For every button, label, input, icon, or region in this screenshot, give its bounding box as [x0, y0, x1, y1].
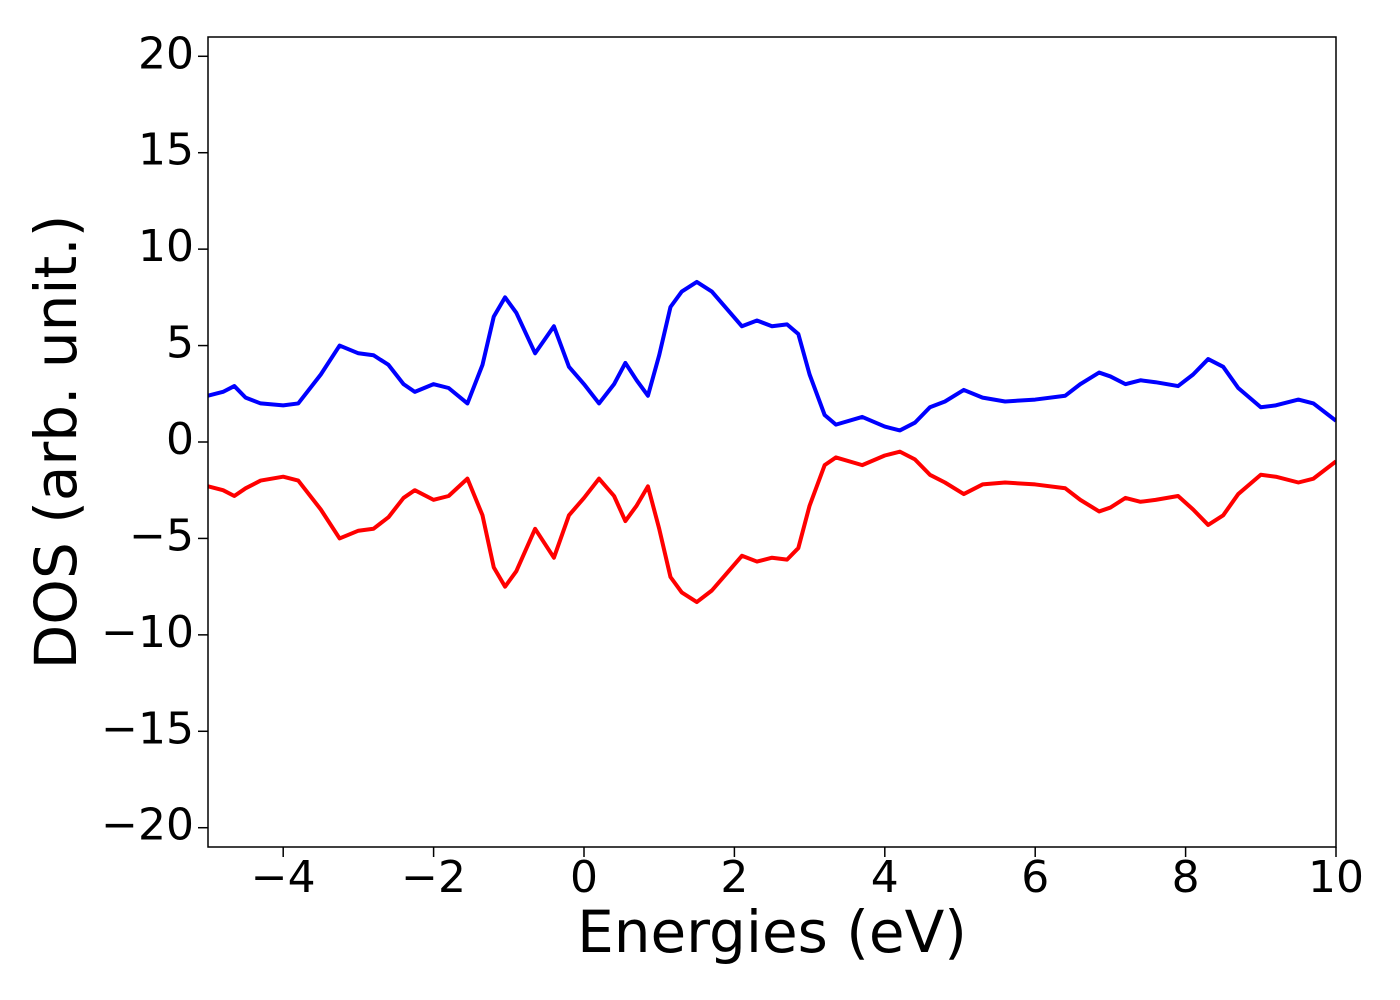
- x-tick-label: 2: [720, 852, 748, 903]
- x-axis-label: Energies (eV): [577, 898, 967, 966]
- x-tick-label: −2: [401, 852, 466, 903]
- line-series: [208, 449, 1336, 605]
- y-tick-label: −20: [101, 800, 194, 851]
- x-tick-label: −4: [251, 852, 316, 903]
- plot-frame: [207, 36, 1337, 848]
- y-tick-label: 15: [138, 125, 194, 176]
- x-tick-label: 8: [1172, 852, 1200, 903]
- y-tick-label: −15: [101, 703, 194, 754]
- y-tick-label: −10: [101, 607, 194, 658]
- x-tick-label: 4: [871, 852, 899, 903]
- y-tick-label: 20: [138, 28, 194, 79]
- x-tick-label: 0: [570, 852, 598, 903]
- y-tick-label: 0: [166, 414, 194, 465]
- line-series: [208, 279, 1336, 433]
- y-tick-label: −5: [129, 510, 194, 561]
- y-tick-label: 10: [138, 221, 194, 272]
- x-tick-label: 10: [1308, 852, 1364, 903]
- x-tick-label: 6: [1021, 852, 1049, 903]
- y-tick-label: 5: [166, 318, 194, 369]
- y-axis-label: DOS (arb. unit.): [22, 215, 90, 670]
